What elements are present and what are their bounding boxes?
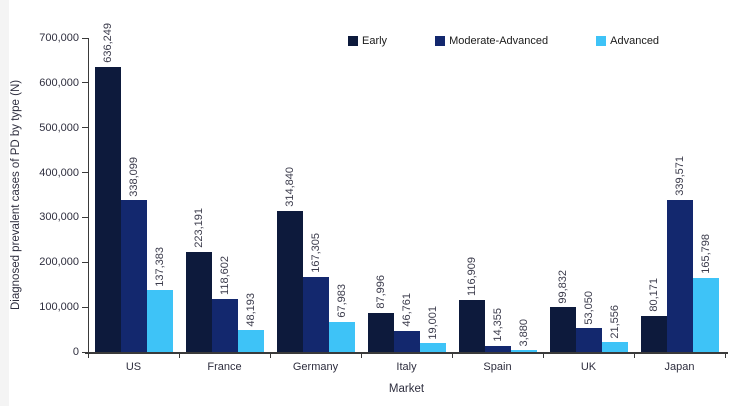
bar-value-label: 14,355 <box>491 307 504 342</box>
bar-value-label: 137,383 <box>153 246 166 287</box>
y-tick-label: 500,000 <box>39 121 79 134</box>
legend-label: Moderate-Advanced <box>449 35 549 47</box>
y-tick-label: 100,000 <box>39 301 79 314</box>
y-tick-mark <box>82 172 88 174</box>
bar-value-label: 48,193 <box>244 292 257 327</box>
bar-moderate-advanced-spain <box>484 345 511 352</box>
x-tick-mark <box>725 353 726 358</box>
x-tick-mark <box>88 353 89 358</box>
bar-value-label: 19,001 <box>426 305 439 340</box>
bar-moderate-advanced-france <box>211 298 238 352</box>
category-label-japan: Japan <box>664 361 695 373</box>
bar-value-label: 67,983 <box>335 283 348 318</box>
category-label-italy: Italy <box>396 361 417 373</box>
y-tick-label: 200,000 <box>39 256 79 269</box>
bar-moderate-advanced-uk <box>575 328 602 352</box>
bar-value-label: 99,832 <box>556 269 569 304</box>
bar-early-italy <box>367 312 394 352</box>
y-tick-mark <box>82 306 88 308</box>
legend: Early Moderate-Advanced Advanced <box>348 35 659 47</box>
bar-advanced-uk <box>601 342 628 352</box>
bar-early-japan <box>640 316 667 352</box>
bar-moderate-advanced-germany <box>302 276 329 352</box>
bar-moderate-advanced-italy <box>393 331 420 352</box>
y-tick-label: 0 <box>72 346 79 358</box>
legend-label: Advanced <box>610 35 660 47</box>
bar-value-label: 339,571 <box>673 155 686 196</box>
bar-early-spain <box>458 299 485 352</box>
legend-swatch-icon <box>596 36 607 46</box>
bar-early-germany <box>276 210 303 352</box>
y-tick-label: 700,000 <box>39 32 79 44</box>
y-tick-label: 300,000 <box>39 211 79 224</box>
legend-item-advanced: Advanced <box>596 35 659 47</box>
x-axis-line <box>85 352 728 354</box>
bar-advanced-japan <box>692 277 719 352</box>
y-tick-mark <box>82 127 88 129</box>
bar-value-label: 165,798 <box>699 233 712 274</box>
y-tick-mark <box>82 351 88 353</box>
bar-value-label: 80,171 <box>647 278 660 313</box>
x-tick-mark <box>179 353 180 358</box>
bar-moderate-advanced-us <box>120 200 147 352</box>
bar-advanced-us <box>146 290 173 352</box>
category-label-germany: Germany <box>292 361 339 373</box>
y-axis-title: Diagnosed prevalent cases of PD by type … <box>10 79 22 311</box>
bar-advanced-germany <box>328 321 355 352</box>
y-tick-mark <box>82 37 88 39</box>
bar-value-label: 116,909 <box>465 256 478 296</box>
legend-item-moderate-advanced: Moderate-Advanced <box>435 35 548 47</box>
x-tick-mark <box>361 353 362 358</box>
bar-value-label: 3,880 <box>517 318 530 347</box>
bar-early-uk <box>549 307 576 352</box>
bar-value-label: 87,996 <box>374 274 387 309</box>
bar-value-label: 46,761 <box>400 293 413 328</box>
bar-value-label: 314,840 <box>283 167 296 207</box>
y-axis-line <box>88 38 89 352</box>
legend-label: Early <box>362 35 388 47</box>
legend-item-early: Early <box>348 35 387 47</box>
bar-early-us <box>94 66 121 352</box>
bar-value-label: 223,191 <box>192 208 205 248</box>
x-tick-mark <box>452 353 453 358</box>
bar-advanced-france <box>237 330 264 352</box>
bar-advanced-italy <box>419 343 446 352</box>
legend-swatch-icon <box>348 36 358 46</box>
y-tick-mark <box>82 216 88 218</box>
category-label-us: US <box>125 361 142 373</box>
y-tick-mark <box>82 82 88 84</box>
bar-moderate-advanced-japan <box>666 199 693 352</box>
y-tick-label: 600,000 <box>39 76 79 89</box>
x-tick-mark <box>270 353 271 358</box>
bar-early-france <box>185 251 212 352</box>
bar-value-label: 21,556 <box>608 304 621 339</box>
bar-value-label: 118,602 <box>218 255 231 295</box>
category-label-spain: Spain <box>483 361 512 373</box>
bar-value-label: 338,099 <box>127 156 140 197</box>
y-tick-mark <box>82 261 88 263</box>
legend-swatch-icon <box>435 36 446 46</box>
bar-advanced-spain <box>510 350 537 352</box>
bar-value-label: 167,305 <box>309 233 322 273</box>
category-label-france: France <box>207 361 242 373</box>
bar-value-label: 53,050 <box>582 290 595 325</box>
x-tick-mark <box>634 353 635 358</box>
category-label-uk: UK <box>580 361 597 373</box>
plot-area: 636,249 223,191 314,840 87,996 116,909 99,832… <box>88 23 725 352</box>
x-axis-title: Market <box>388 383 425 395</box>
x-tick-mark <box>543 353 544 358</box>
y-tick-label: 400,000 <box>39 166 79 179</box>
page-margin-strip <box>0 0 9 406</box>
bar-value-label: 636,249 <box>101 22 114 63</box>
